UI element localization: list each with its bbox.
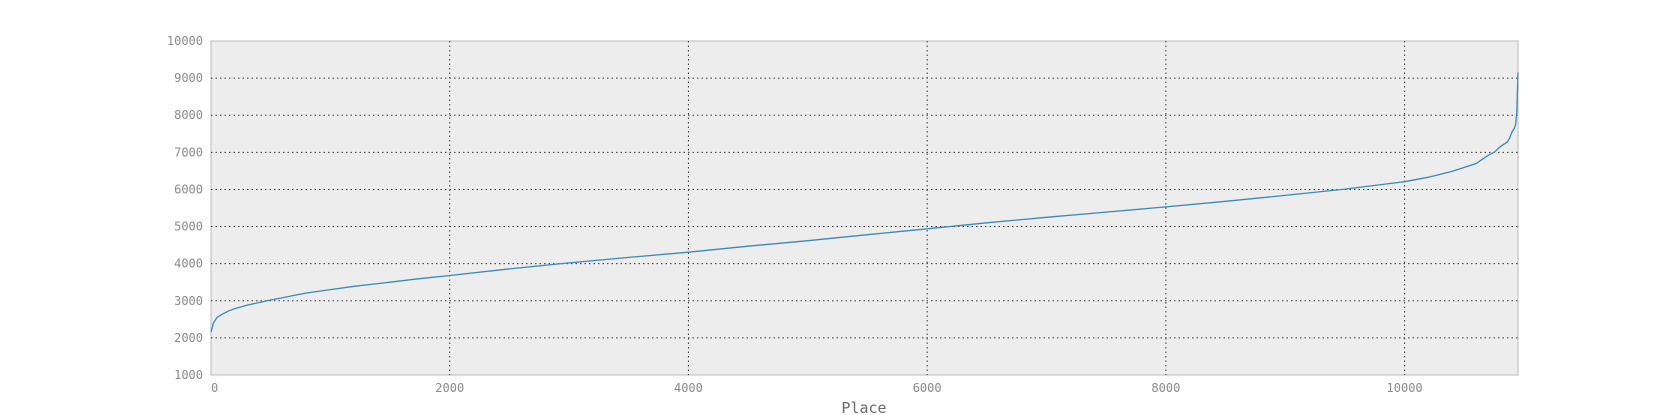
y-tick-label: 2000 bbox=[174, 331, 203, 345]
y-tick-label: 6000 bbox=[174, 182, 203, 196]
x-axis-title: Place bbox=[841, 399, 886, 415]
x-tick-label: 6000 bbox=[913, 381, 942, 395]
y-tick-label: 8000 bbox=[174, 108, 203, 122]
x-axis-tick-labels: 0 2000 4000 6000 8000 10000 bbox=[211, 381, 1423, 395]
y-tick-label: 10000 bbox=[167, 34, 203, 48]
x-tick-label: 0 bbox=[211, 381, 218, 395]
y-axis-tick-labels: 1000 2000 3000 4000 5000 6000 7000 8000 9000 1000… bbox=[167, 34, 203, 382]
y-tick-label: 5000 bbox=[174, 220, 203, 234]
x-tick-label: 2000 bbox=[435, 381, 464, 395]
y-tick-label: 7000 bbox=[174, 145, 203, 159]
y-tick-label: 3000 bbox=[174, 294, 203, 308]
data-line bbox=[210, 72, 1519, 333]
x-tick-label: 8000 bbox=[1151, 381, 1180, 395]
y-tick-label: 1000 bbox=[174, 368, 203, 382]
x-tick-label: 10000 bbox=[1387, 381, 1423, 395]
y-tick-label: 9000 bbox=[174, 71, 203, 85]
grid-lines bbox=[211, 41, 1518, 375]
x-tick-label: 4000 bbox=[674, 381, 703, 395]
plot-area bbox=[210, 40, 1519, 376]
y-tick-label: 4000 bbox=[174, 257, 203, 271]
